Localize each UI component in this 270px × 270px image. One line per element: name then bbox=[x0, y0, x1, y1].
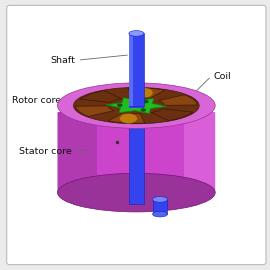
Polygon shape bbox=[128, 88, 165, 98]
Text: Coil: Coil bbox=[214, 72, 231, 81]
Polygon shape bbox=[159, 95, 197, 105]
Polygon shape bbox=[75, 106, 114, 116]
Polygon shape bbox=[108, 113, 145, 123]
Ellipse shape bbox=[120, 113, 137, 123]
Ellipse shape bbox=[129, 31, 144, 36]
Ellipse shape bbox=[117, 104, 122, 107]
Text: Shaft: Shaft bbox=[50, 56, 75, 65]
Polygon shape bbox=[129, 33, 144, 106]
Polygon shape bbox=[153, 200, 167, 214]
Polygon shape bbox=[129, 100, 144, 108]
FancyBboxPatch shape bbox=[7, 5, 266, 265]
Text: Stator core: Stator core bbox=[19, 147, 72, 156]
Polygon shape bbox=[106, 98, 166, 113]
Ellipse shape bbox=[73, 87, 199, 124]
Polygon shape bbox=[136, 106, 215, 193]
Ellipse shape bbox=[58, 83, 215, 128]
Polygon shape bbox=[58, 112, 215, 193]
Ellipse shape bbox=[153, 197, 167, 202]
Ellipse shape bbox=[153, 211, 167, 217]
Polygon shape bbox=[151, 109, 193, 120]
Polygon shape bbox=[58, 106, 136, 193]
Text: Rotor core: Rotor core bbox=[12, 96, 62, 105]
Ellipse shape bbox=[141, 109, 146, 111]
Polygon shape bbox=[184, 112, 215, 193]
Ellipse shape bbox=[58, 173, 215, 212]
Polygon shape bbox=[129, 106, 144, 204]
Polygon shape bbox=[80, 91, 122, 103]
Ellipse shape bbox=[136, 88, 153, 98]
Polygon shape bbox=[58, 112, 97, 193]
Polygon shape bbox=[129, 33, 133, 106]
Ellipse shape bbox=[143, 100, 148, 103]
